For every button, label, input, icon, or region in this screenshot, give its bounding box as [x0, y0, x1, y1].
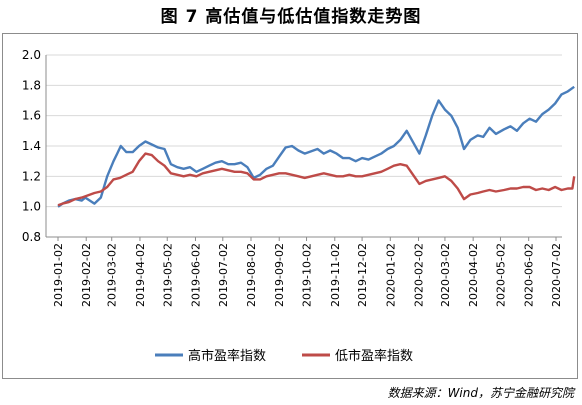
x-tick-label: 2019-06-02 [189, 243, 202, 307]
chart-frame [2, 33, 578, 379]
y-tick-label: 1.0 [22, 200, 41, 214]
x-tick-label: 2019-12-02 [356, 243, 369, 307]
series-line-high-pe [57, 85, 575, 208]
series-lines [57, 85, 576, 208]
y-axis: 0.8 1.0 1.2 1.4 1.6 1.8 2.0 [22, 48, 47, 244]
x-tick-label: 2019-10-02 [301, 243, 314, 307]
chart-title: 图 7 高估值与低估值指数走势图 [160, 7, 422, 27]
source-note: 数据来源：Wind，苏宁金融研究院 [387, 386, 574, 400]
x-tick-label: 2020-06-02 [523, 243, 536, 307]
x-tick-label: 2019-08-02 [245, 243, 258, 307]
y-tick-label: 1.8 [22, 78, 41, 92]
legend-label: 高市盈率指数 [188, 348, 266, 364]
gridlines [46, 54, 562, 238]
y-tick-label: 1.6 [22, 109, 41, 123]
x-tick-label: 2019-05-02 [161, 243, 174, 307]
x-tick-label: 2020-02-02 [413, 243, 426, 307]
y-tick-label: 1.4 [22, 139, 41, 153]
x-tick-label: 2019-01-02 [52, 243, 65, 307]
x-tick-label: 2019-07-02 [217, 243, 230, 307]
x-tick-label: 2020-04-02 [467, 243, 480, 307]
legend-label: 低市盈率指数 [335, 348, 413, 364]
x-tick-label: 2019-09-02 [273, 243, 286, 307]
series-line-low-pe [57, 152, 576, 207]
y-tick-label: 2.0 [22, 48, 41, 62]
x-tick-label: 2019-03-02 [106, 243, 119, 307]
x-tick-label: 2019-04-02 [134, 243, 147, 307]
y-tick-label: 0.8 [22, 230, 41, 244]
x-tick-label: 2020-03-02 [439, 243, 452, 307]
x-tick-label: 2020-05-02 [494, 243, 507, 307]
x-tick-label: 2020-07-02 [550, 243, 563, 307]
x-axis: 2019-01-02 2019-02-02 2019-03-02 2019-04-02… [46, 236, 563, 307]
x-tick-label: 2019-11-02 [329, 243, 342, 307]
x-tick-label: 2019-02-02 [80, 243, 93, 307]
y-tick-label: 1.2 [22, 169, 41, 183]
x-tick-label: 2020-01-02 [384, 243, 397, 307]
legend: 高市盈率指数 低市盈率指数 [155, 348, 413, 364]
